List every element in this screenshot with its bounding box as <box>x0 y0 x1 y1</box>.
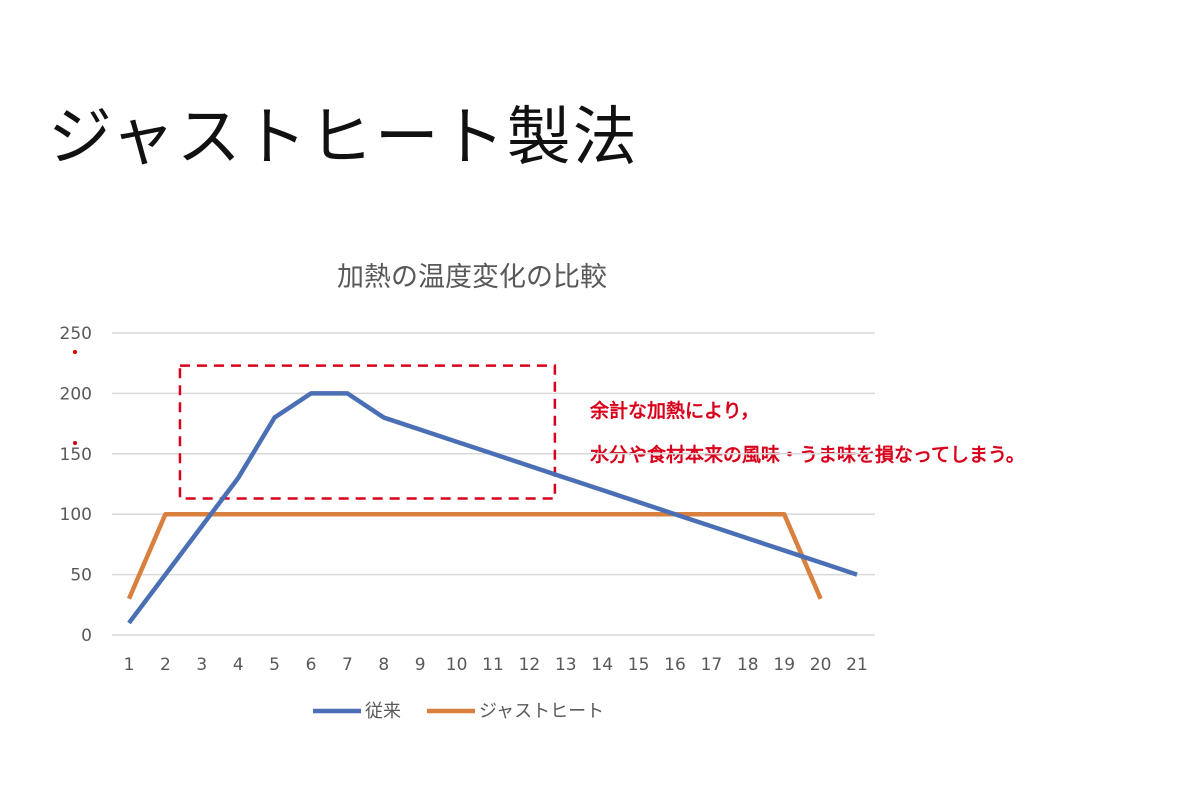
series-line-conventional <box>127 391 858 625</box>
x-tick-label: 20 <box>810 655 832 675</box>
x-tick-label: 5 <box>269 655 280 675</box>
x-tick-label: 21 <box>846 655 868 675</box>
x-tick-label: 13 <box>555 655 577 675</box>
x-tick-label: 6 <box>306 655 317 675</box>
stray-dot <box>73 350 77 354</box>
x-tick-label: 18 <box>737 655 759 675</box>
x-tick-label: 16 <box>664 655 686 675</box>
x-tick-label: 1 <box>124 655 135 675</box>
series-line-just-heat <box>126 511 823 600</box>
x-tick-label: 10 <box>446 655 468 675</box>
page-title: ジャストヒート製法 <box>48 101 639 175</box>
legend-label: ジャストヒート <box>479 701 604 722</box>
x-tick-label: 14 <box>591 655 613 675</box>
y-tick-label: 100 <box>60 505 92 525</box>
y-tick-label: 200 <box>60 384 92 404</box>
x-tick-label: 15 <box>628 655 650 675</box>
x-tick-label: 2 <box>160 655 171 675</box>
x-tick-label: 12 <box>519 655 541 675</box>
x-tick-label: 9 <box>415 655 426 675</box>
x-tick-label: 3 <box>196 655 207 675</box>
x-tick-label: 8 <box>378 655 389 675</box>
x-tick-label: 11 <box>482 655 504 675</box>
annotation-line-1: 余計な加熱により， <box>590 400 760 422</box>
annotation-line-2: 水分や食材本来の風味・うま味を損なってしまう。 <box>590 444 1025 466</box>
x-tick-label: 7 <box>342 655 353 675</box>
chart-title: 加熱の温度変化の比較 <box>337 262 607 293</box>
x-tick-label: 4 <box>233 655 244 675</box>
y-tick-label: 250 <box>60 324 92 344</box>
legend-label: 従来 <box>365 701 401 722</box>
y-tick-label: 0 <box>81 626 92 646</box>
highlight-box <box>178 364 557 500</box>
y-tick-label: 150 <box>60 445 92 465</box>
x-tick-label: 19 <box>773 655 795 675</box>
stray-dot <box>73 441 77 445</box>
y-tick-label: 50 <box>70 566 92 586</box>
x-tick-label: 17 <box>701 655 723 675</box>
